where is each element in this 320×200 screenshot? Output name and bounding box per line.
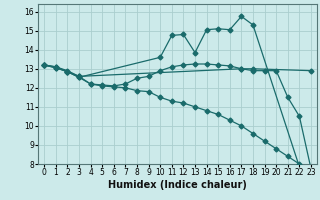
- X-axis label: Humidex (Indice chaleur): Humidex (Indice chaleur): [108, 180, 247, 190]
